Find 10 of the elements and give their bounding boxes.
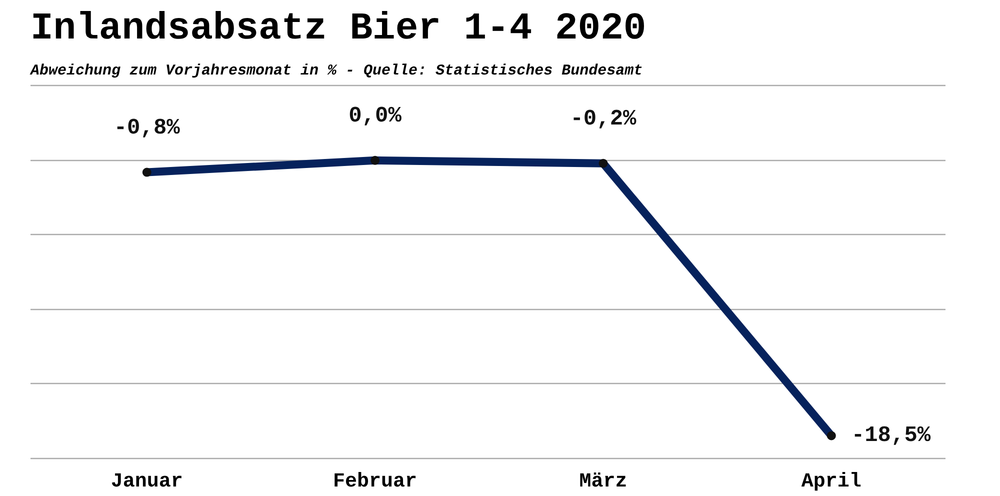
chart-subtitle: Abweichung zum Vorjahresmonat in % - Quelle: Statistisches Bundesamt [30, 62, 643, 80]
chart-title: Inlandsabsatz Bier 1-4 2020 [30, 8, 646, 50]
data-label: 0,0% [348, 103, 402, 128]
x-tick-label: Februar [333, 470, 418, 494]
x-tick-label: April [801, 470, 862, 494]
x-tick-label: März [579, 470, 628, 494]
data-label: -0,2% [570, 106, 638, 132]
x-tick-label: Januar [110, 470, 183, 494]
data-label: -18,5% [851, 423, 932, 448]
data-label: -0,8% [114, 115, 181, 140]
